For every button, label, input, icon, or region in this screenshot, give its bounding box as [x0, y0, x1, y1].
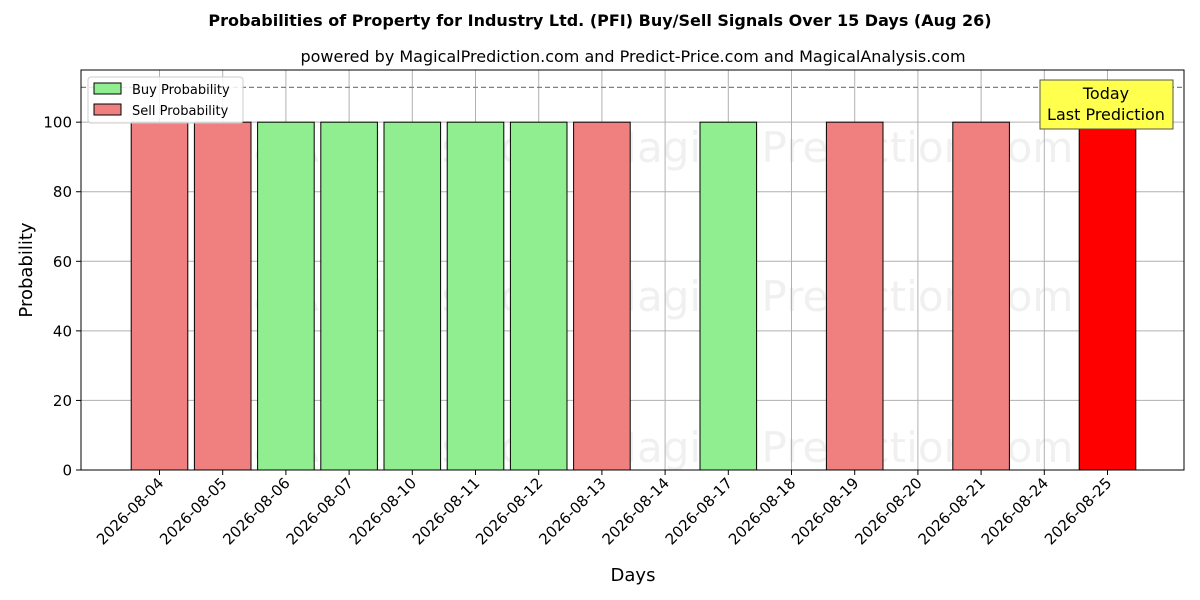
legend: Buy Probability Sell Probability	[87, 76, 244, 124]
x-tick-label: 2026-08-07	[283, 474, 357, 548]
x-tick-label: 2026-08-10	[346, 474, 420, 548]
plot-frame	[80, 69, 1185, 471]
x-axis-label: Days	[611, 565, 656, 586]
y-ticks: 0 20 40 60 80 100	[43, 114, 81, 480]
annotation-line-last-prediction: Last Prediction	[1047, 105, 1165, 124]
buy-bar-2026-08-06	[257, 121, 315, 471]
legend-label-sell: Sell Probability	[132, 104, 229, 119]
legend-label-buy: Buy Probability	[132, 83, 230, 98]
sell-bar-2026-08-04	[130, 121, 189, 471]
x-tick-label: 2026-08-12	[472, 474, 546, 548]
x-tick-label: 2026-08-24	[978, 474, 1052, 548]
y-tick-label: 80	[53, 183, 72, 201]
y-axis-label: Probability	[16, 222, 37, 317]
x-tick-label: 2026-08-19	[788, 474, 862, 548]
buy-bar-2026-08-10	[383, 121, 442, 471]
x-tick-label: 2026-08-20	[851, 474, 925, 548]
chart-subtitle: powered by MagicalPrediction.com and Pre…	[300, 47, 965, 66]
legend-frame	[87, 76, 244, 124]
x-tick-label: 2026-08-21	[915, 474, 989, 548]
sell-bar-2026-08-21	[952, 121, 1010, 471]
x-tick-label: 2026-08-06	[219, 474, 293, 548]
buy-bar-2026-08-17	[699, 121, 758, 471]
x-tick-label: 2026-08-18	[725, 474, 799, 548]
buy-bar-2026-08-11	[446, 121, 505, 471]
y-tick-label: 100	[43, 114, 72, 132]
chart-title: Probabilities of Property for Industry L…	[208, 11, 991, 30]
today-annotation: Today Last Prediction	[1039, 79, 1174, 130]
x-tick-label: 2026-08-17	[662, 474, 736, 548]
x-tick-label: 2026-08-13	[535, 474, 609, 548]
x-tick-label: 2026-08-04	[93, 474, 167, 548]
bars-layer	[130, 121, 1137, 471]
y-tick-label: 20	[53, 392, 72, 410]
y-tick-label: 0	[62, 462, 72, 480]
x-ticks: 2026-08-042026-08-052026-08-062026-08-07…	[93, 470, 1115, 548]
x-tick-label: 2026-08-11	[409, 474, 483, 548]
y-tick-label: 40	[53, 322, 72, 340]
sell-bar-2026-08-05	[193, 121, 252, 471]
x-tick-label: 2026-08-14	[599, 474, 673, 548]
x-tick-label: 2026-08-25	[1041, 474, 1115, 548]
annotation-line-today: Today	[1082, 84, 1129, 103]
sell-bar-2026-08-25	[1078, 121, 1137, 471]
legend-swatch-buy	[93, 82, 122, 95]
buy-bar-2026-08-07	[320, 121, 378, 471]
buy-bar-2026-08-12	[509, 121, 568, 471]
sell-bar-2026-08-19	[825, 121, 884, 471]
legend-swatch-sell	[93, 103, 122, 116]
y-tick-label: 60	[53, 253, 72, 271]
sell-bar-2026-08-13	[573, 121, 631, 471]
x-tick-label: 2026-08-05	[156, 474, 230, 548]
annotation-box	[1039, 79, 1174, 130]
